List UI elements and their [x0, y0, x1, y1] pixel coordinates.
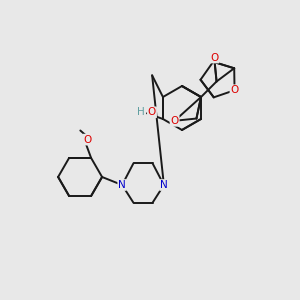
- Text: O: O: [210, 52, 218, 63]
- Text: O: O: [170, 116, 179, 126]
- Text: O: O: [148, 107, 156, 117]
- Text: N: N: [118, 180, 126, 190]
- Text: N: N: [160, 180, 168, 190]
- Text: O: O: [230, 85, 239, 95]
- Text: H: H: [137, 107, 145, 117]
- Text: O: O: [83, 135, 92, 145]
